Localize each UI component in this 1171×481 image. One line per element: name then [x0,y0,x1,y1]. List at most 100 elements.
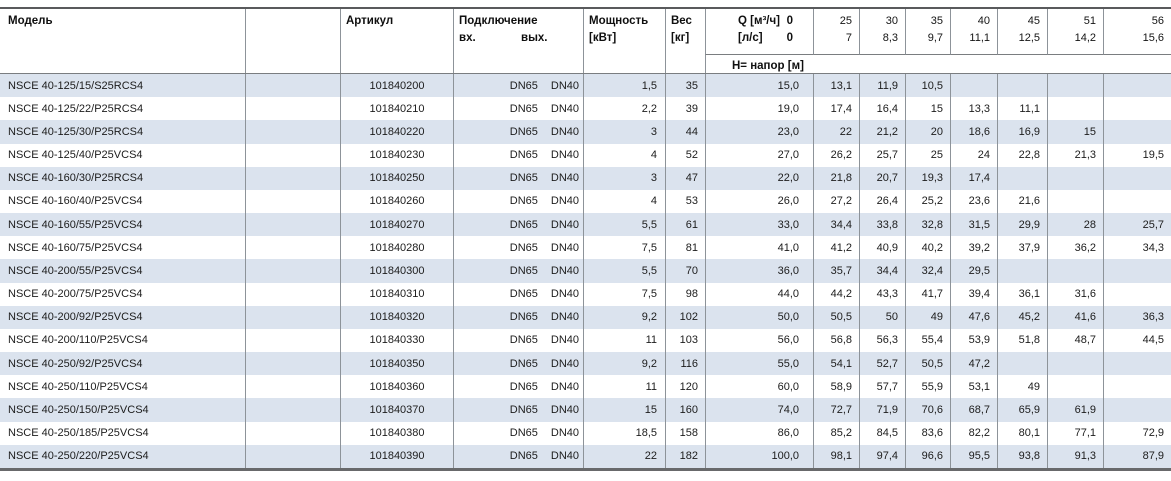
col-header-flow-q: Q [м³/ч] 0 [л/с] 0 [705,9,813,55]
head-q56-cell [1103,97,1171,121]
head-q30-cell: 20,7 [859,166,905,190]
head-q45-cell: 49 [997,375,1047,399]
weight-cell: 98 [665,282,705,306]
outlet-value: DN40 [550,334,579,347]
article-cell: 101840210 [340,97,453,121]
empty-cell [245,305,340,329]
head-q51-cell [1047,189,1103,214]
outlet-value: DN40 [550,149,579,162]
connection-cell: DN65 DN40 [453,398,583,422]
head-q40-cell: 13,3 [950,97,997,121]
col-header-flow-35: 35 9,7 [905,9,950,55]
outlet-value: DN40 [550,218,579,231]
table-row: NSCE 40-250/185/P25VCS4 101840380 DN65 D… [0,421,1171,445]
col-header-model: Модель [8,15,53,27]
head-q40-cell: 29,5 [950,259,997,283]
head-q45-cell: 37,9 [997,236,1047,260]
outlet-value: DN40 [550,125,579,138]
model-cell: NSCE 40-125/22/P25RCS4 [8,102,144,115]
power-cell: 11 [583,328,665,353]
article-cell: 101840320 [340,305,453,329]
head-q25-cell: 58,9 [813,375,859,399]
head-q51-cell: 21,3 [1047,143,1103,167]
head-q51-cell: 91,3 [1047,444,1103,468]
power-cell: 9,2 [583,305,665,329]
connection-cell: DN65 DN40 [453,97,583,121]
model-cell: NSCE 40-125/30/P25RCS4 [8,125,144,138]
empty-cell [245,143,340,167]
head-q0-cell: 26,0 [705,189,813,214]
weight-cell: 103 [665,328,705,353]
connection-cell: DN65 DN40 [453,189,583,214]
weight-cell: 44 [665,120,705,144]
head-q30-cell: 25,7 [859,143,905,167]
table-row: NSCE 40-160/30/P25RCS4 101840250 DN65 DN… [0,166,1171,190]
head-q30-cell: 11,9 [859,74,905,98]
head-q56-cell [1103,375,1171,399]
connection-cell: DN65 DN40 [453,352,583,376]
q-m3h-zero: 0 [786,15,793,27]
head-q40-cell [950,74,997,98]
model-cell: NSCE 40-250/92/P25VCS4 [8,357,143,370]
empty-cell [245,120,340,144]
table-row: NSCE 40-200/92/P25VCS4 101840320 DN65 DN… [0,305,1171,329]
head-q30-cell: 97,4 [859,444,905,468]
inlet-value: DN65 [509,79,538,92]
article-cell: 101840310 [340,282,453,306]
connection-cell: DN65 DN40 [453,166,583,190]
power-cell: 3 [583,120,665,144]
article-cell: 101840220 [340,120,453,144]
head-q30-cell: 26,4 [859,189,905,214]
head-q51-cell: 61,9 [1047,398,1103,422]
head-q25-cell: 44,2 [813,282,859,306]
power-cell: 5,5 [583,213,665,237]
connection-cell: DN65 DN40 [453,120,583,144]
head-q35-cell: 41,7 [905,282,950,306]
weight-cell: 61 [665,213,705,237]
model-cell: NSCE 40-200/75/P25VCS4 [8,288,143,301]
head-q25-cell: 13,1 [813,74,859,98]
head-q45-cell: 45,2 [997,305,1047,329]
model-cell: NSCE 40-250/110/P25VCS4 [8,380,148,393]
empty-cell [245,236,340,260]
power-cell: 9,2 [583,352,665,376]
head-q40-cell: 31,5 [950,213,997,237]
inlet-value: DN65 [509,149,538,162]
head-q35-cell: 19,3 [905,166,950,190]
empty-cell [245,375,340,399]
head-q56-cell: 72,9 [1103,421,1171,445]
head-q45-cell [997,74,1047,98]
head-q56-cell: 19,5 [1103,143,1171,167]
connection-cell: DN65 DN40 [453,259,583,283]
empty-cell [245,328,340,353]
head-q40-cell: 95,5 [950,444,997,468]
head-q56-cell [1103,74,1171,98]
head-q51-cell [1047,375,1103,399]
head-q0-cell: 56,0 [705,328,813,353]
head-q51-cell [1047,74,1103,98]
head-q25-cell: 35,7 [813,259,859,283]
inlet-value: DN65 [509,334,538,347]
article-cell: 101840250 [340,166,453,190]
head-q30-cell: 50 [859,305,905,329]
head-q56-cell: 87,9 [1103,444,1171,468]
article-cell: 101840300 [340,259,453,283]
power-cell: 7,5 [583,236,665,260]
head-q30-cell: 52,7 [859,352,905,376]
outlet-value: DN40 [550,450,579,463]
head-q51-cell: 77,1 [1047,421,1103,445]
head-q35-cell: 25 [905,143,950,167]
head-q45-cell: 21,6 [997,189,1047,214]
table-row: NSCE 40-200/55/P25VCS4 101840300 DN65 DN… [0,259,1171,283]
weight-cell: 182 [665,444,705,468]
power-cell: 5,5 [583,259,665,283]
head-q56-cell [1103,282,1171,306]
head-q35-cell: 20 [905,120,950,144]
model-cell: NSCE 40-160/40/P25VCS4 [8,195,143,208]
outlet-value: DN40 [550,264,579,277]
connection-cell: DN65 DN40 [453,282,583,306]
outlet-label: вых. [521,32,548,44]
connection-cell: DN65 DN40 [453,213,583,237]
inlet-value: DN65 [509,427,538,440]
inlet-value: DN65 [509,218,538,231]
